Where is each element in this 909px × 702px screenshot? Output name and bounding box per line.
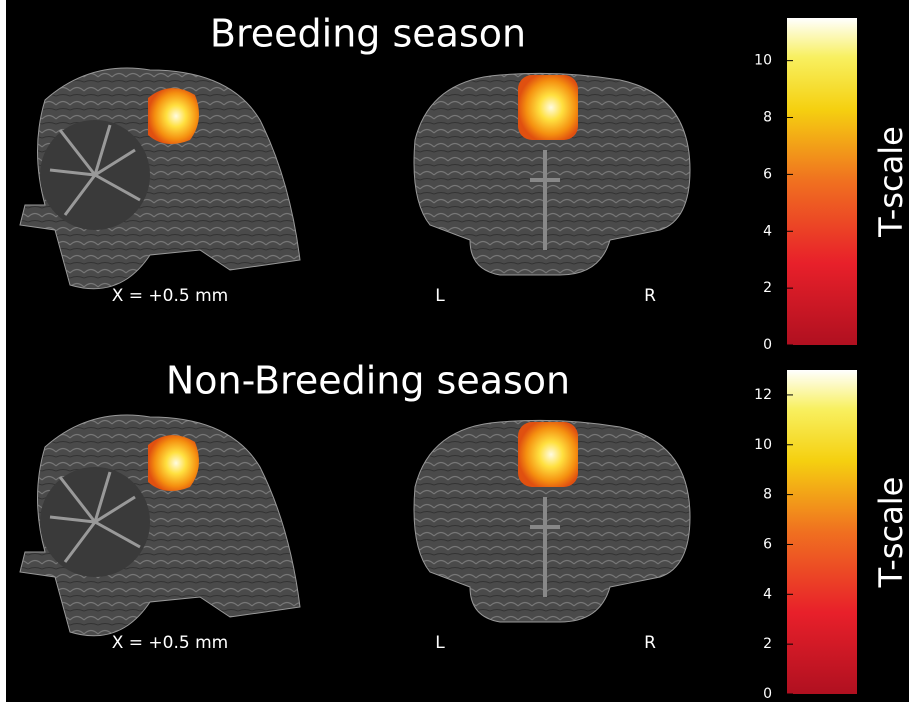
coronal-slice xyxy=(412,418,692,624)
left-label: L xyxy=(435,633,445,653)
right-label: R xyxy=(644,633,656,653)
colorbar-tick-label: 4 xyxy=(763,586,772,602)
colorbar-tick-label: 8 xyxy=(763,487,772,503)
colorbar-tick-label: 2 xyxy=(763,636,772,652)
panels: Breeding season X = +0.5 mm L R 0 2 4 6 8 10 T-sca… xyxy=(18,12,909,702)
colorbar-tick-label: 10 xyxy=(754,437,772,453)
left-border xyxy=(0,0,6,702)
panel-title: Breeding season xyxy=(210,12,526,56)
colorbar-tick-label: 10 xyxy=(754,53,772,69)
colorbar-tick-label: 2 xyxy=(763,280,772,296)
panel-title: Non-Breeding season xyxy=(166,359,570,403)
panel: Non-Breeding season X = +0.5 mm L R 0 2 4 6 8 10 1… xyxy=(18,359,909,702)
colorbar-tick-label: 6 xyxy=(763,166,772,182)
right-label: R xyxy=(644,286,656,306)
colorbar-label: T-scale xyxy=(872,126,909,238)
sagittal-label: X = +0.5 mm xyxy=(112,286,229,306)
coronal-slice xyxy=(412,71,692,277)
colorbar-tick-label: 0 xyxy=(763,337,772,353)
colorbar-label: T-scale xyxy=(872,477,909,589)
colorbar-tick-label: 8 xyxy=(763,110,772,126)
sagittal-slice xyxy=(18,66,302,291)
colorbar-tick-label: 6 xyxy=(763,536,772,552)
left-label: L xyxy=(435,286,445,306)
panel: Breeding season X = +0.5 mm L R 0 2 4 6 8 10 T-sca… xyxy=(18,12,909,353)
sagittal-slice xyxy=(18,413,302,638)
colorbar xyxy=(787,18,857,345)
colorbar-tick-label: 0 xyxy=(763,686,772,702)
colorbar xyxy=(787,370,857,694)
colorbar-tick-label: 4 xyxy=(763,223,772,239)
sagittal-label: X = +0.5 mm xyxy=(112,633,229,653)
colorbar-tick-label: 12 xyxy=(754,387,772,403)
